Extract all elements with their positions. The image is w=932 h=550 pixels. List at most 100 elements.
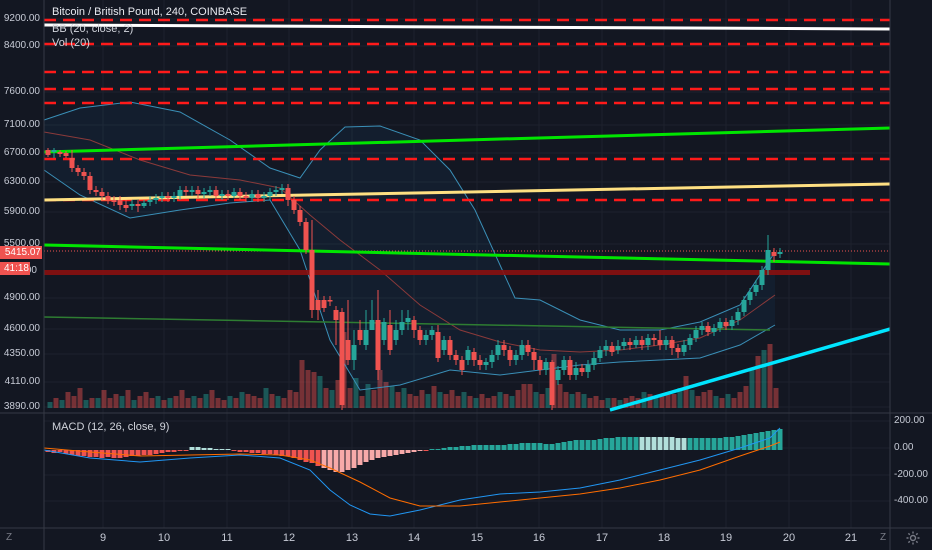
candle xyxy=(117,196,123,210)
bb-indicator-label[interactable]: BB (20, close, 2) xyxy=(52,23,134,35)
candle-body xyxy=(543,362,549,370)
candle xyxy=(231,188,237,198)
macd-histogram-bar xyxy=(561,442,567,450)
candle-body xyxy=(639,340,645,345)
time-tick: 9 xyxy=(99,532,107,544)
candle xyxy=(441,336,447,355)
volume-bar xyxy=(413,396,419,408)
macd-histogram-bar xyxy=(231,450,237,451)
candle xyxy=(435,325,441,362)
macd-histogram-bar xyxy=(57,450,63,452)
macd-tick: -400.00 xyxy=(894,495,928,506)
macd-histogram-bar xyxy=(345,450,351,470)
volume-bar xyxy=(431,386,437,408)
volume-bar xyxy=(185,398,191,408)
candle xyxy=(489,350,495,368)
volume-bar xyxy=(653,396,659,408)
candle xyxy=(771,248,777,262)
macd-histogram-bar xyxy=(465,446,471,450)
candle-body xyxy=(591,358,597,365)
candle xyxy=(285,184,291,206)
volume-bar xyxy=(545,388,551,408)
candle-body xyxy=(207,190,213,192)
candle xyxy=(453,350,459,365)
candle-body xyxy=(387,325,393,350)
macd-histogram-bar xyxy=(237,450,243,452)
macd-histogram-bar xyxy=(615,437,621,450)
candle xyxy=(759,266,765,290)
candle-body xyxy=(603,346,609,350)
macd-indicator-label[interactable]: MACD (12, 26, close, 9) xyxy=(52,421,170,433)
volume-bar xyxy=(161,400,167,408)
macd-histogram-bar xyxy=(147,450,153,455)
candle xyxy=(129,200,135,210)
volume-bar xyxy=(773,388,779,408)
symbol-title[interactable]: Bitcoin / British Pound, 240, COINBASE xyxy=(52,6,248,18)
volume-bar xyxy=(563,392,569,408)
macd-histogram-bar xyxy=(291,450,297,458)
volume-indicator-label[interactable]: Vol (20) xyxy=(52,37,90,49)
countdown-badge: 41:18 xyxy=(0,262,30,275)
candle xyxy=(753,280,759,296)
volume-bar xyxy=(257,398,263,408)
candle xyxy=(261,192,267,202)
candle-body xyxy=(135,204,141,206)
right-axis-scale-toggle[interactable]: Z xyxy=(880,532,887,543)
macd-histogram-bar xyxy=(729,437,735,450)
candle-body xyxy=(183,190,189,192)
red-support-band xyxy=(44,270,810,275)
candle-body xyxy=(165,196,171,198)
volume-bar xyxy=(299,360,305,408)
volume-bar xyxy=(749,368,755,408)
candle-body xyxy=(381,322,387,340)
macd-histogram-bar xyxy=(405,450,411,453)
candle xyxy=(147,196,153,206)
macd-histogram-bar xyxy=(93,450,99,457)
candle-body xyxy=(45,150,51,155)
macd-histogram-bar xyxy=(357,450,363,465)
candle-body xyxy=(597,350,603,358)
volume-bar xyxy=(455,396,461,408)
volume-bar xyxy=(107,398,113,408)
candle-body xyxy=(513,355,519,360)
volume-bar xyxy=(617,400,623,408)
candle xyxy=(585,360,591,378)
left-axis-scale-toggle[interactable]: Z xyxy=(6,532,13,543)
candle xyxy=(81,168,87,180)
gear-icon[interactable] xyxy=(905,530,921,546)
candle xyxy=(777,248,783,258)
candle-body xyxy=(345,340,351,360)
volume-bar xyxy=(233,398,239,408)
volume-bar xyxy=(179,390,185,408)
macd-histogram-bar xyxy=(771,430,777,450)
volume-bar xyxy=(71,396,77,408)
candle-body xyxy=(327,300,333,302)
candle-body xyxy=(393,330,399,340)
volume-bar xyxy=(359,396,365,408)
candle-body xyxy=(291,200,297,210)
macd-histogram-bar xyxy=(339,450,345,472)
macd-histogram-bar xyxy=(87,450,93,457)
candle-body xyxy=(531,352,537,360)
volume-bar xyxy=(377,370,383,408)
candle-body xyxy=(519,345,525,355)
volume-bar xyxy=(491,396,497,408)
candle xyxy=(669,336,675,355)
candle-body xyxy=(735,312,741,320)
candle xyxy=(657,330,663,350)
macd-histogram-bar xyxy=(669,437,675,450)
candle-body xyxy=(309,250,315,310)
candle xyxy=(459,356,465,375)
volume-bar xyxy=(383,382,389,408)
candle-body xyxy=(231,192,237,196)
candle xyxy=(735,308,741,325)
candle xyxy=(189,186,195,196)
macd-histogram-bar xyxy=(435,449,441,450)
volume-bar xyxy=(293,392,299,408)
volume-bar xyxy=(689,390,695,408)
macd-histogram-bar xyxy=(651,437,657,450)
candle-body xyxy=(75,168,81,172)
macd-histogram-bar xyxy=(225,449,231,450)
macd-histogram-bar xyxy=(273,450,279,455)
